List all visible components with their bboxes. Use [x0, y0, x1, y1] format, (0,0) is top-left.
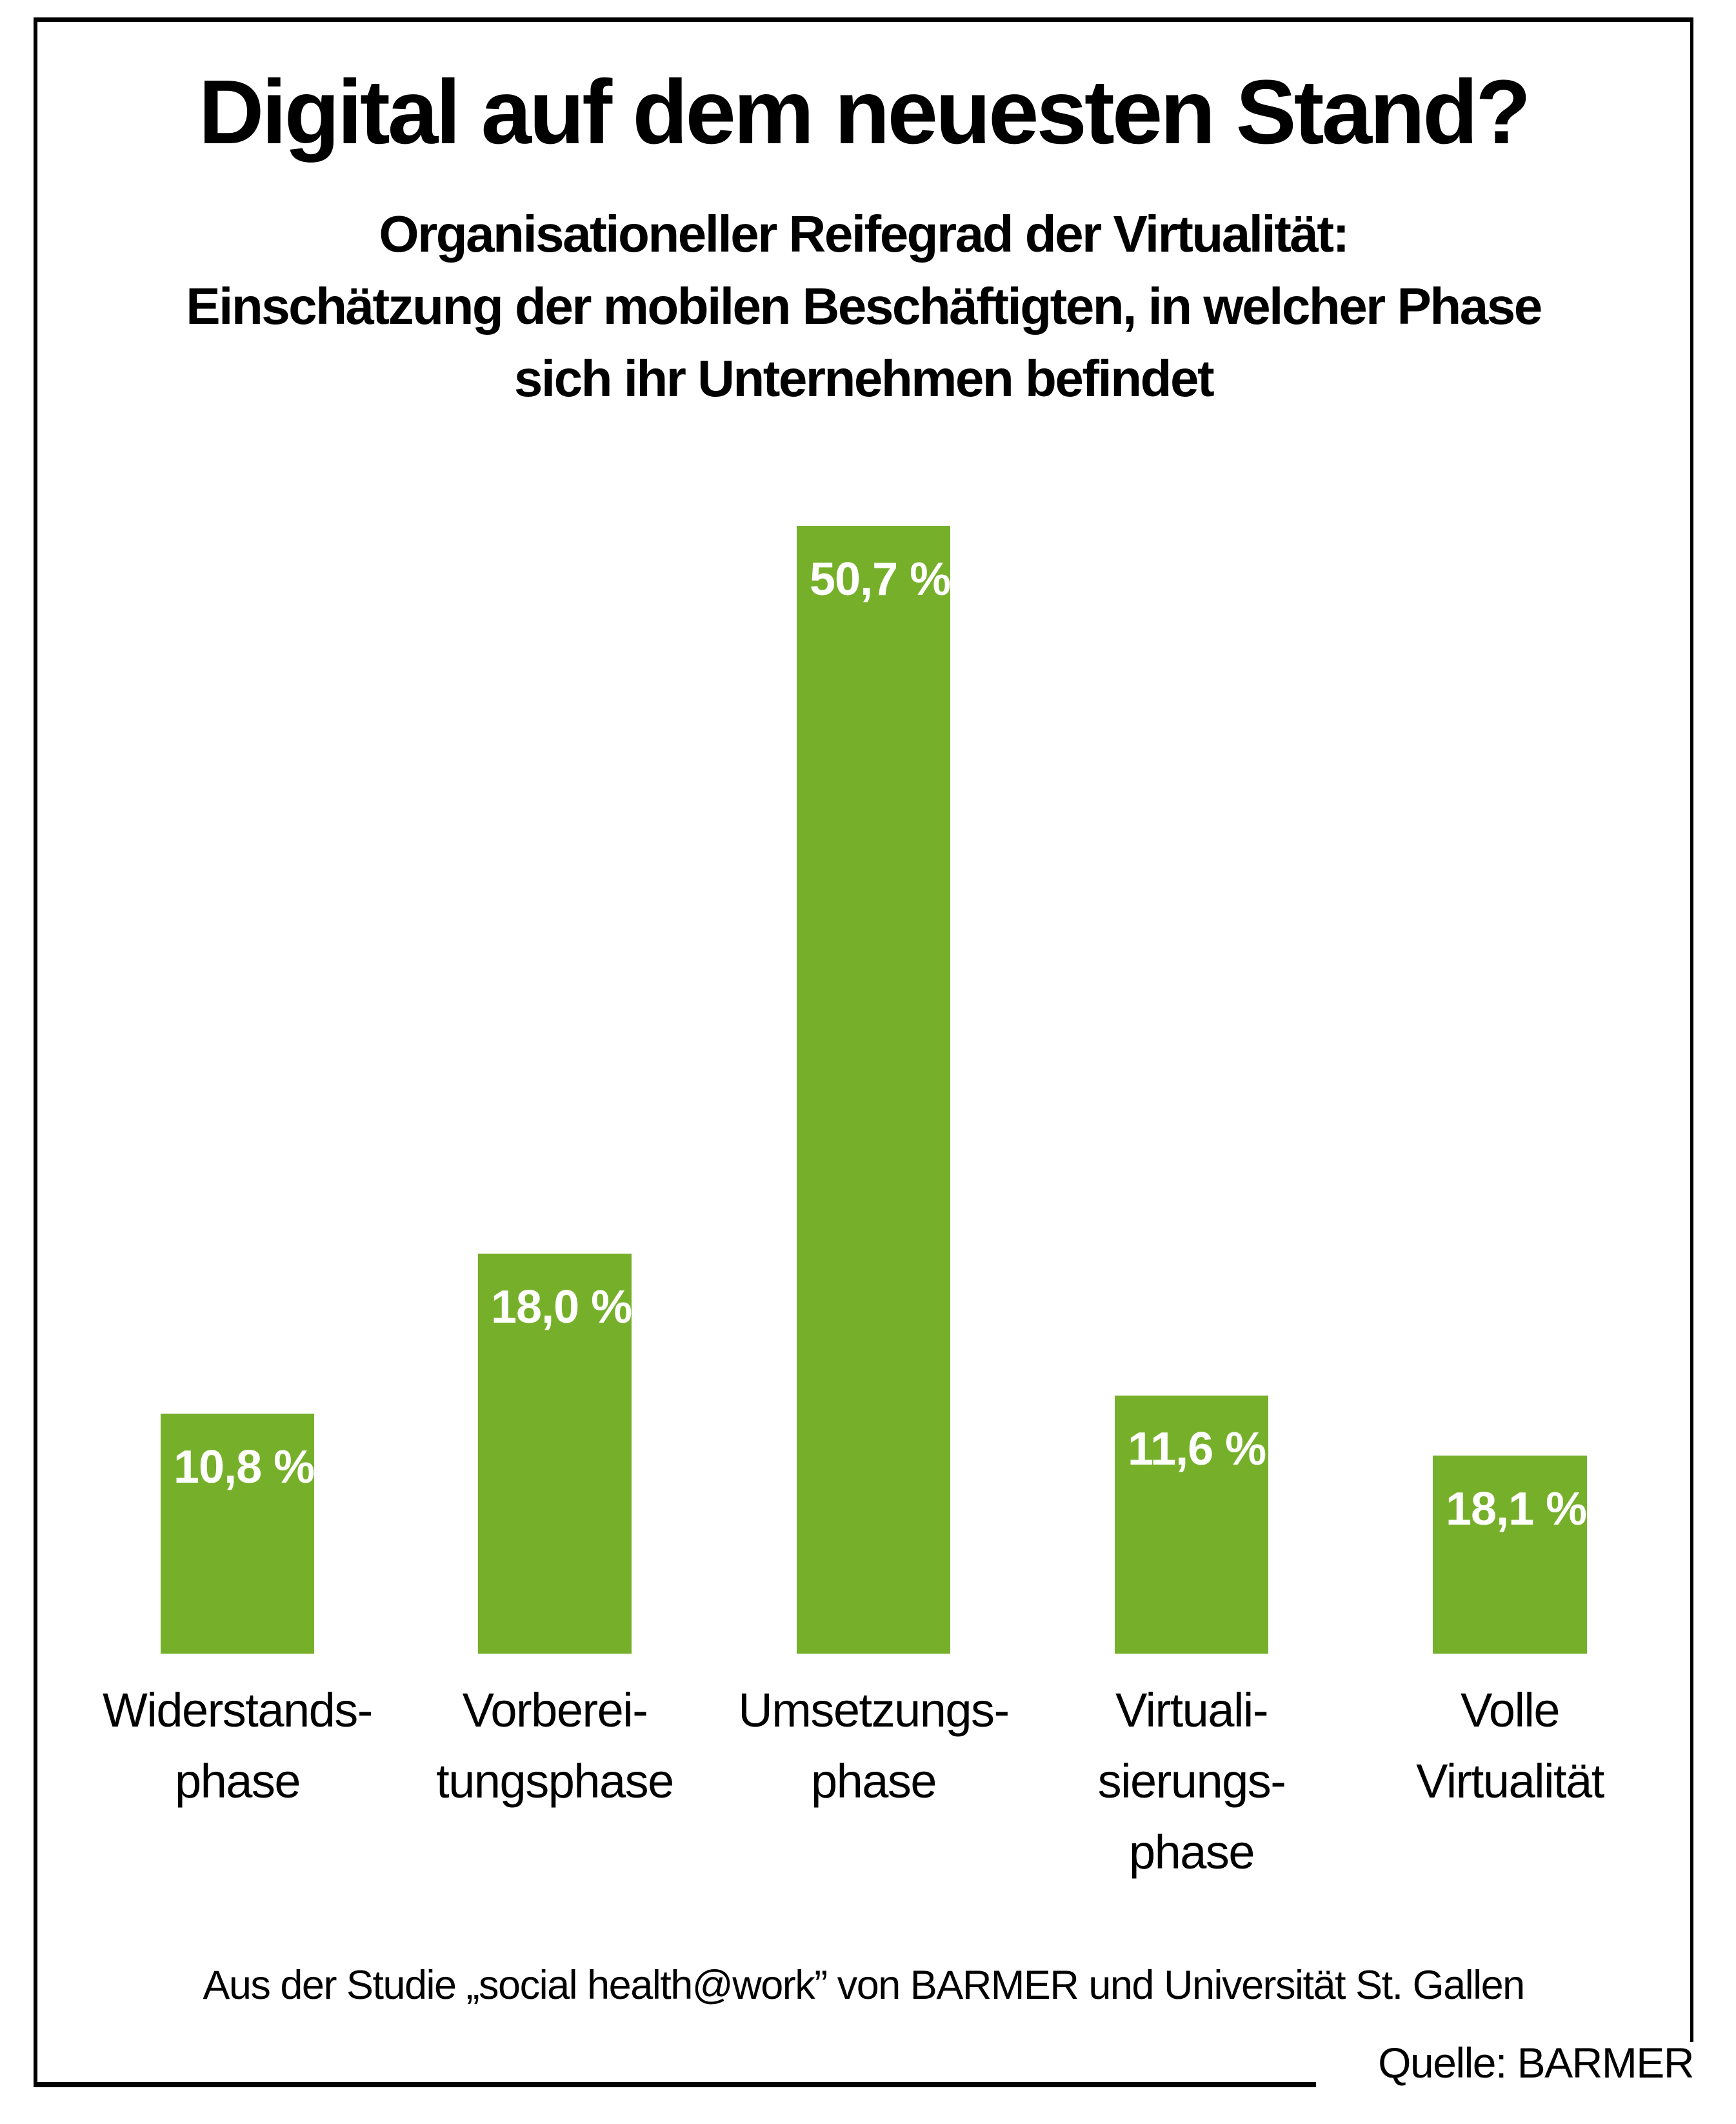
bar-value-vorbereitungsphase: 18,0 % — [491, 1281, 632, 1333]
study-footnote: Aus der Studie „social health@work” von … — [203, 1963, 1525, 2008]
frame-border-top — [34, 17, 1693, 22]
category-label-virtualisierungsphase: Virtuali- sierungs- phase — [1097, 1683, 1286, 1879]
bar-value-widerstandsphase: 10,8 % — [174, 1441, 315, 1493]
frame-border-left — [34, 17, 37, 2087]
category-label-umsetzungsphase: Umsetzungs- phase — [738, 1683, 1010, 1808]
source-credit: Quelle: BARMER — [1378, 2039, 1694, 2087]
bar-widerstandsphase: 10,8 % — [161, 1414, 315, 1654]
bar-value-virtualisierungsphase: 11,6 % — [1128, 1423, 1266, 1475]
bar-value-umsetzungsphase: 50,7 % — [810, 554, 951, 605]
chart-subtitle: Organisationeller Reifegrad der Virtuali… — [186, 205, 1542, 407]
category-label-volle-virtualitaet: Volle Virtualität — [1416, 1683, 1604, 1808]
page-title: Digital auf dem neuesten Stand? — [198, 61, 1531, 163]
frame-border-bottom — [34, 2082, 1316, 2087]
bar-virtualisierungsphase: 11,6 % — [1115, 1396, 1268, 1654]
bar-volle-virtualitaet: 18,1 % — [1433, 1456, 1587, 1654]
frame-border-right — [1690, 17, 1693, 2042]
bar-vorbereitungsphase: 18,0 % — [478, 1254, 632, 1654]
bar-value-volle-virtualitaet: 18,1 % — [1446, 1483, 1587, 1535]
bar-umsetzungsphase: 50,7 % — [797, 526, 951, 1654]
category-label-widerstandsphase: Widerstands- phase — [103, 1683, 373, 1808]
category-label-vorbereitungsphase: Vorberei- tungsphase — [436, 1683, 674, 1808]
